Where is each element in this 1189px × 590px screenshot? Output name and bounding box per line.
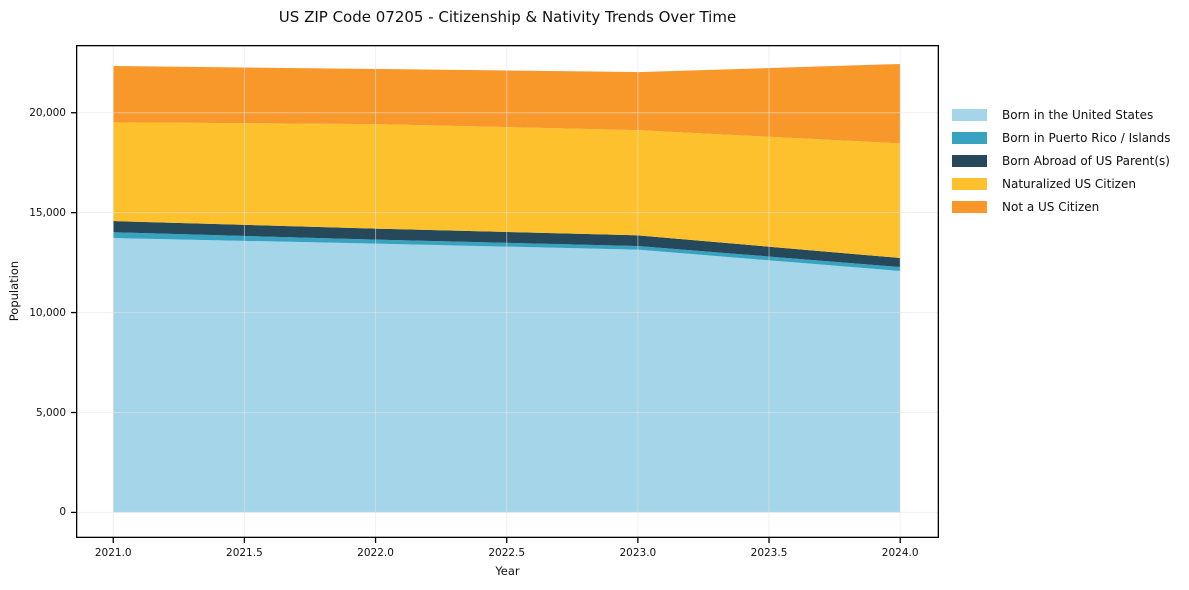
legend-swatch bbox=[952, 131, 987, 144]
y-tick-label: 10,000 bbox=[29, 306, 66, 319]
axes-spines bbox=[75, 44, 940, 539]
legend-row: Born in the United States bbox=[952, 103, 1171, 126]
plot-area bbox=[71, 44, 940, 543]
x-tick-label: 2023.5 bbox=[750, 547, 788, 559]
stacked-area-chart bbox=[71, 44, 940, 543]
x-tick-label: 2023.0 bbox=[619, 547, 657, 559]
legend-row: Born Abroad of US Parent(s) bbox=[952, 149, 1171, 172]
x-tick-label: 2021.5 bbox=[226, 547, 263, 559]
y-tick-label: 0 bbox=[59, 506, 66, 519]
x-tick-label: 2022.5 bbox=[488, 547, 526, 559]
y-tick-label: 5,000 bbox=[35, 406, 66, 419]
y-tick-label: 20,000 bbox=[29, 106, 66, 119]
area-series-1 bbox=[113, 232, 901, 272]
legend-swatch bbox=[952, 200, 987, 213]
area-series-2 bbox=[113, 221, 901, 268]
x-axis-label: Year bbox=[495, 564, 520, 578]
y-tick-label: 15,000 bbox=[29, 206, 66, 219]
legend-swatch bbox=[952, 154, 987, 167]
legend-row: Born in Puerto Rico / Islands bbox=[952, 126, 1171, 149]
legend-swatch bbox=[952, 177, 987, 190]
chart-title: US ZIP Code 07205 - Citizenship & Nativi… bbox=[278, 8, 737, 26]
legend-label: Born Abroad of US Parent(s) bbox=[1002, 153, 1170, 168]
legend-label: Born in the United States bbox=[1002, 107, 1154, 122]
legend-row: Not a US Citizen bbox=[952, 195, 1171, 218]
x-tick-label: 2021.0 bbox=[94, 547, 132, 559]
x-tick-label: 2022.0 bbox=[357, 547, 394, 559]
x-tick-label: 2024.0 bbox=[881, 547, 919, 559]
legend-swatch bbox=[952, 108, 987, 121]
legend: Born in the United States Born in Puerto … bbox=[952, 103, 1171, 218]
legend-row: Naturalized US Citizen bbox=[952, 172, 1171, 195]
legend-label: Born in Puerto Rico / Islands bbox=[1002, 130, 1171, 145]
legend-label: Naturalized US Citizen bbox=[1002, 176, 1136, 191]
legend-label: Not a US Citizen bbox=[1002, 199, 1100, 214]
y-axis-label: Population bbox=[7, 260, 21, 322]
